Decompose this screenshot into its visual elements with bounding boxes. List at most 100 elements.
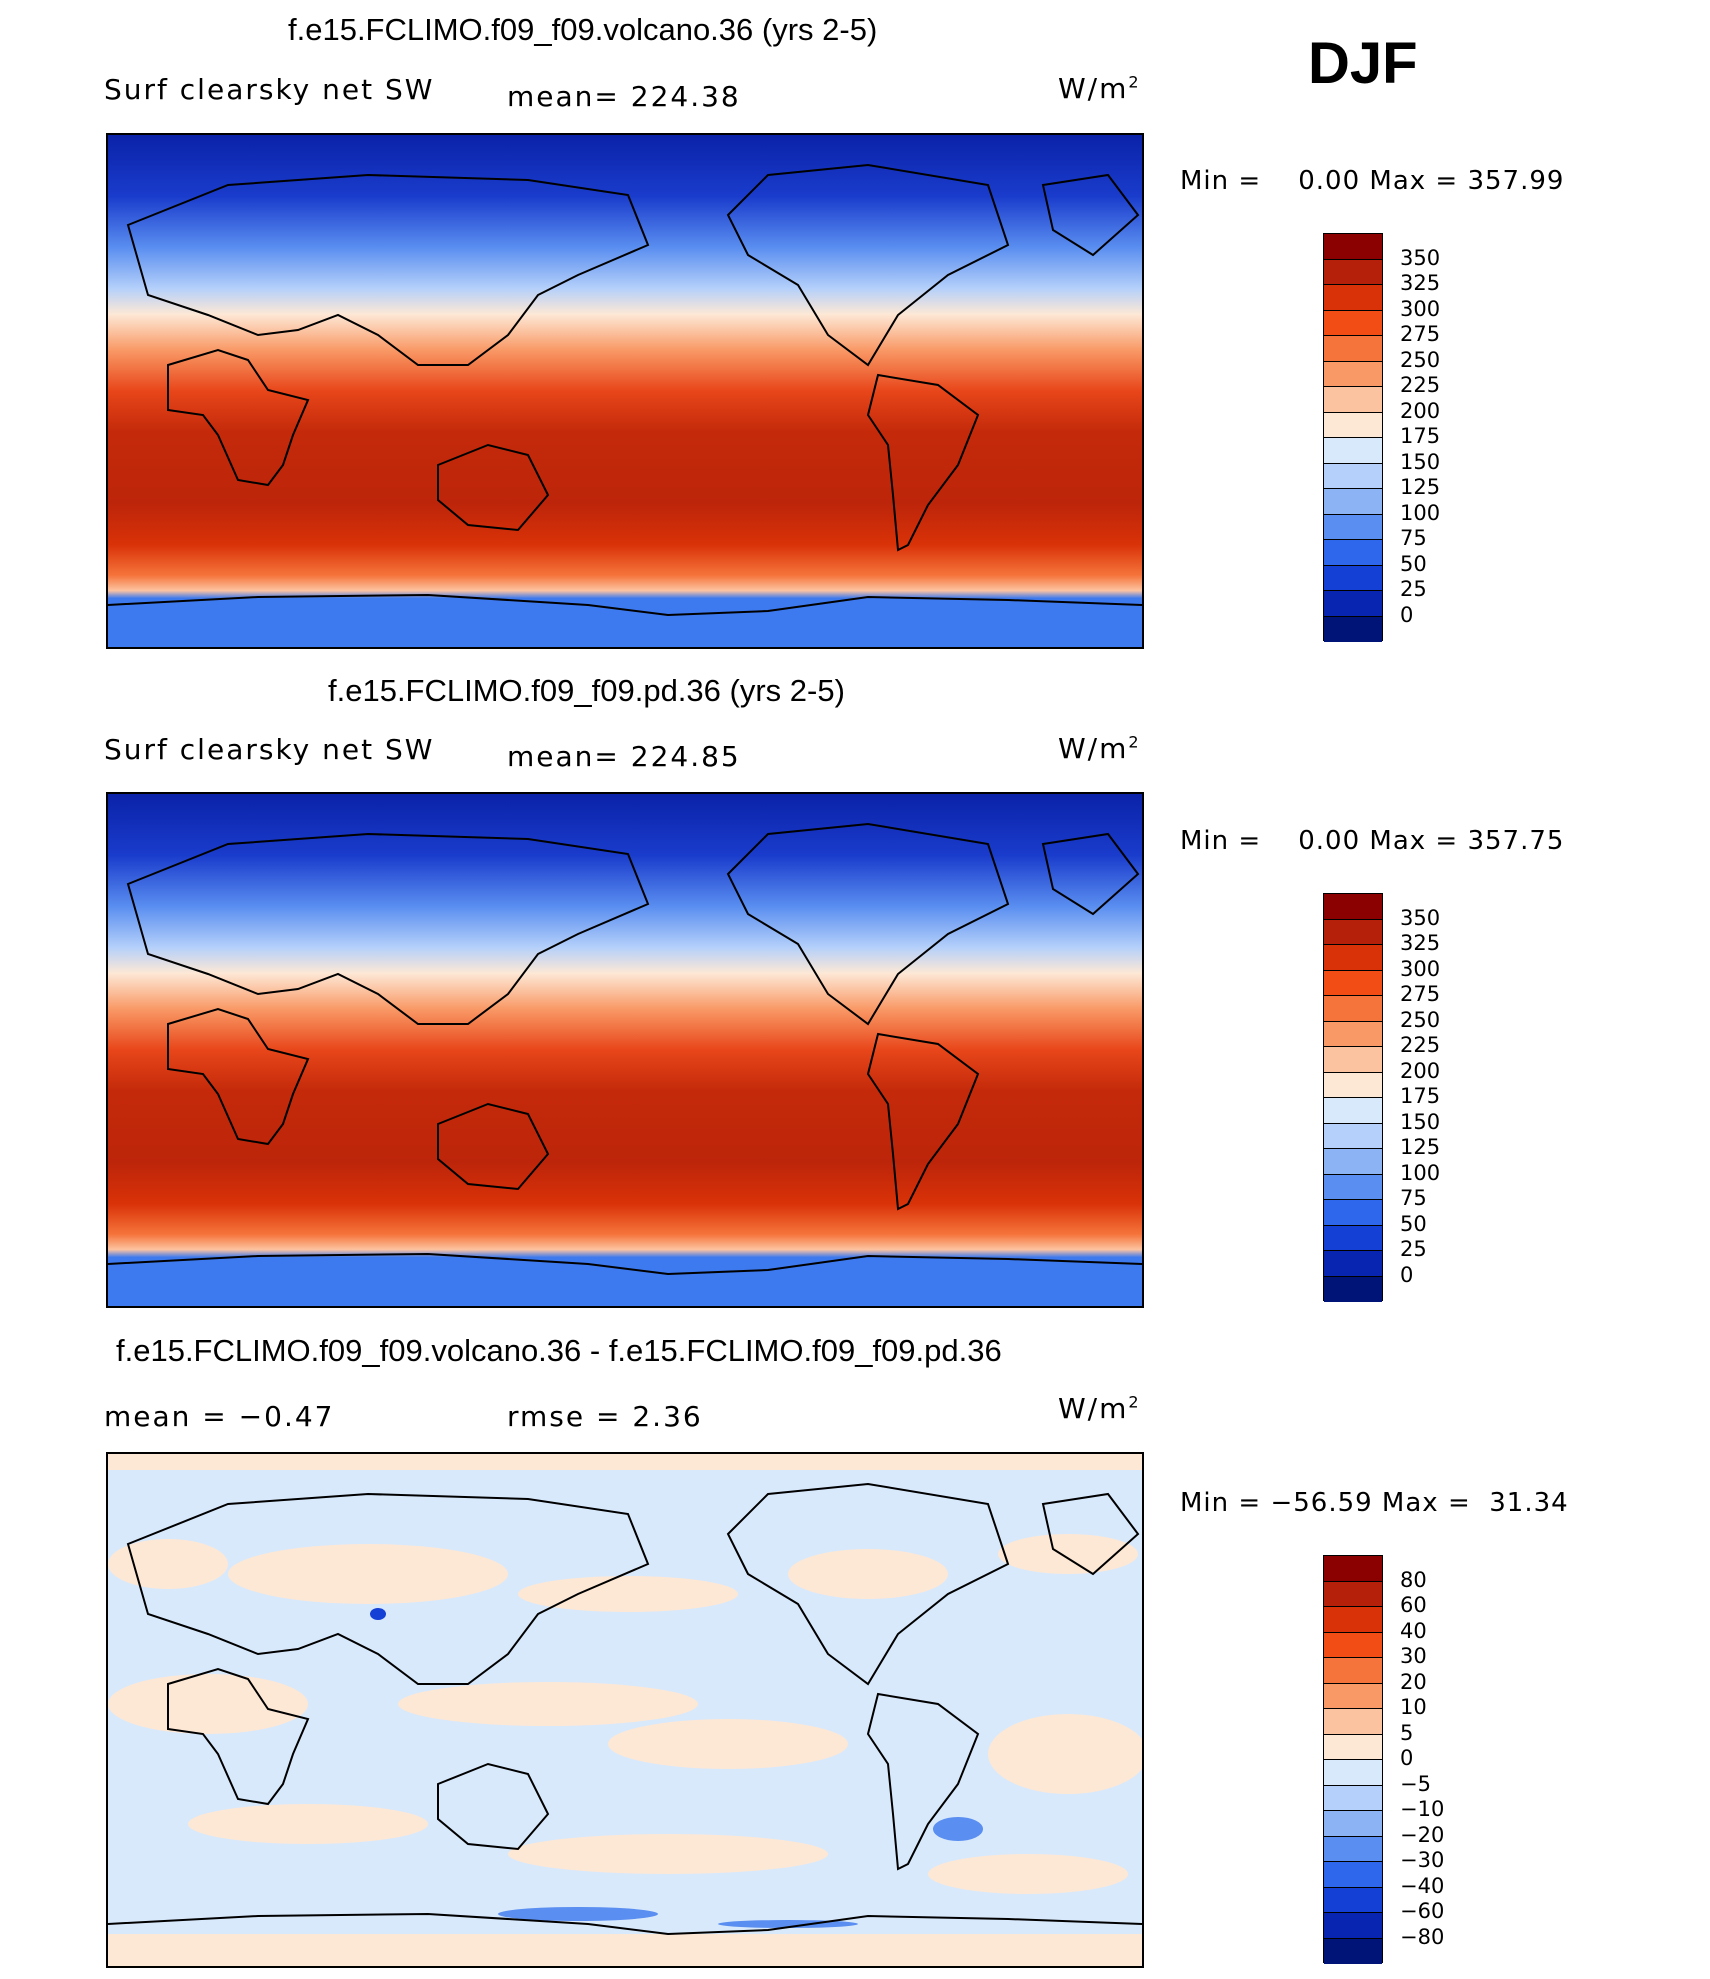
colorbar-swatch <box>1324 1251 1382 1277</box>
colorbar-tick-label: 225 <box>1400 1033 1441 1057</box>
coastlines <box>108 1482 1142 1936</box>
colorbar-tick-label: 50 <box>1400 551 1427 576</box>
colorbar-swatch <box>1324 565 1382 591</box>
colorbar-tick-label: 175 <box>1400 424 1441 448</box>
map-diff <box>106 1452 1144 1968</box>
colorbar-tick-label: 275 <box>1400 322 1441 346</box>
panel-diff-mean: mean = −0.47 <box>104 1400 335 1433</box>
colorbar-tick-label: 80 <box>1400 1567 1427 1592</box>
colorbar-diff <box>1323 1555 1383 1964</box>
colorbar-tick-label: 125 <box>1400 1135 1441 1159</box>
colorbar-swatch <box>1324 1938 1382 1964</box>
colorbar-tick-label: 125 <box>1400 475 1441 499</box>
colorbar-tick-label: 300 <box>1400 956 1441 981</box>
colorbar-tick-label: 25 <box>1400 1237 1427 1261</box>
colorbar-tick-label: −30 <box>1400 1848 1445 1872</box>
colorbar-swatch <box>1324 1683 1382 1709</box>
colorbar-swatch <box>1324 1811 1382 1837</box>
panel-volcano-title: f.e15.FCLIMO.f09_f09.volcano.36 (yrs 2-5… <box>288 12 878 47</box>
colorbar-swatch <box>1324 1632 1382 1658</box>
panel-volcano-mean: mean= 224.38 <box>507 80 741 113</box>
colorbar-swatch <box>1324 945 1382 971</box>
colorbar-swatch <box>1324 438 1382 464</box>
colorbar-tick-label: −20 <box>1400 1822 1445 1847</box>
colorbar-tick-label: 60 <box>1400 1593 1427 1617</box>
colorbar-swatch <box>1324 1047 1382 1073</box>
colorbar-swatch <box>1324 412 1382 438</box>
colorbar-swatch <box>1324 591 1382 617</box>
colorbar-swatch <box>1324 1709 1382 1735</box>
colorbar-swatch <box>1324 1098 1382 1124</box>
colorbar-swatch <box>1324 1913 1382 1939</box>
colorbar-swatch <box>1324 1581 1382 1607</box>
panel-diff-rmse: rmse = 2.36 <box>507 1400 703 1433</box>
panel-diff-units: W/m2 <box>1058 1392 1141 1425</box>
colorbar-swatch <box>1324 996 1382 1022</box>
colorbar-swatch <box>1324 1785 1382 1811</box>
colorbar-tick-label: 25 <box>1400 577 1427 601</box>
colorbar-swatch <box>1324 1149 1382 1175</box>
colorbar-tick-label: 200 <box>1400 398 1441 423</box>
colorbar-swatch <box>1324 1072 1382 1098</box>
panel-pd-title: f.e15.FCLIMO.f09_f09.pd.36 (yrs 2-5) <box>328 673 845 708</box>
colorbar-tick-label: 0 <box>1400 1746 1414 1770</box>
coastlines <box>108 822 1142 1276</box>
colorbar-swatch <box>1324 514 1382 540</box>
colorbar-tick-label: 5 <box>1400 1720 1414 1745</box>
map-volcano-field <box>108 135 1142 647</box>
colorbar-tick-label: 300 <box>1400 296 1441 321</box>
colorbar-tick-label: −80 <box>1400 1924 1445 1949</box>
colorbar-tick-label: 325 <box>1400 931 1441 955</box>
colorbar-tick-label: 75 <box>1400 1186 1427 1210</box>
season-label: DJF <box>1308 31 1418 96</box>
panel-pd-minmax: Min = 0.00 Max = 357.75 <box>1180 826 1565 856</box>
colorbar-swatch <box>1324 1734 1382 1760</box>
colorbar-tick-label: 150 <box>1400 1109 1441 1134</box>
panel-pd-mean: mean= 224.85 <box>507 740 741 773</box>
colorbar-tick-label: 250 <box>1400 1007 1441 1032</box>
colorbar-swatch <box>1324 970 1382 996</box>
colorbar-swatch <box>1324 1658 1382 1684</box>
panel-volcano-variable: Surf clearsky net SW <box>104 73 435 106</box>
positive-anomaly-patches <box>108 1454 1142 1966</box>
panel-diff-title: f.e15.FCLIMO.f09_f09.volcano.36 - f.e15.… <box>116 1333 1002 1368</box>
map-pd-field <box>108 794 1142 1306</box>
map-volcano <box>106 133 1144 649</box>
colorbar-swatch <box>1324 1887 1382 1913</box>
colorbar-tick-label: 350 <box>1400 245 1441 270</box>
colorbar-swatch <box>1324 1760 1382 1786</box>
colorbar-swatch <box>1324 1556 1382 1582</box>
colorbar-volcano <box>1323 233 1383 642</box>
colorbar-tick-label: 100 <box>1400 1160 1441 1185</box>
colorbar-tick-label: 175 <box>1400 1084 1441 1108</box>
colorbar-swatch <box>1324 1021 1382 1047</box>
colorbar-swatch <box>1324 336 1382 362</box>
colorbar-swatch <box>1324 285 1382 311</box>
colorbar-tick-label: 20 <box>1400 1669 1427 1694</box>
colorbar-tick-label: 75 <box>1400 526 1427 550</box>
colorbar-swatch <box>1324 463 1382 489</box>
colorbar-swatch <box>1324 259 1382 285</box>
colorbar-swatch <box>1324 1123 1382 1149</box>
colorbar-tick-label: 10 <box>1400 1695 1427 1719</box>
colorbar-tick-label: 50 <box>1400 1211 1427 1236</box>
colorbar-tick-label: 350 <box>1400 905 1441 930</box>
colorbar-swatch <box>1324 1607 1382 1633</box>
colorbar-swatch <box>1324 1174 1382 1200</box>
panel-pd-variable: Surf clearsky net SW <box>104 733 435 766</box>
colorbar-swatch <box>1324 1862 1382 1888</box>
map-diff-field <box>108 1454 1142 1966</box>
colorbar-tick-label: 0 <box>1400 602 1414 627</box>
colorbar-tick-label: −5 <box>1400 1771 1431 1796</box>
colorbar-swatch <box>1324 387 1382 413</box>
panel-diff-minmax: Min = −56.59 Max = 31.34 <box>1180 1488 1569 1518</box>
panel-volcano-units: W/m2 <box>1058 72 1141 105</box>
colorbar-swatch <box>1324 234 1382 260</box>
colorbar-tick-label: 40 <box>1400 1618 1427 1643</box>
colorbar-tick-label: 0 <box>1400 1262 1414 1287</box>
colorbar-tick-label: 250 <box>1400 347 1441 372</box>
colorbar-tick-label: 225 <box>1400 373 1441 397</box>
coastlines <box>108 163 1142 617</box>
colorbar-swatch <box>1324 1836 1382 1862</box>
colorbar-swatch <box>1324 894 1382 920</box>
